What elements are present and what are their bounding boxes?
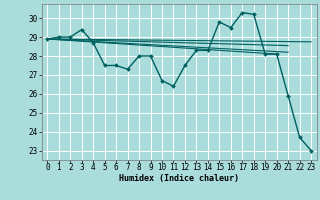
X-axis label: Humidex (Indice chaleur): Humidex (Indice chaleur) — [119, 174, 239, 183]
